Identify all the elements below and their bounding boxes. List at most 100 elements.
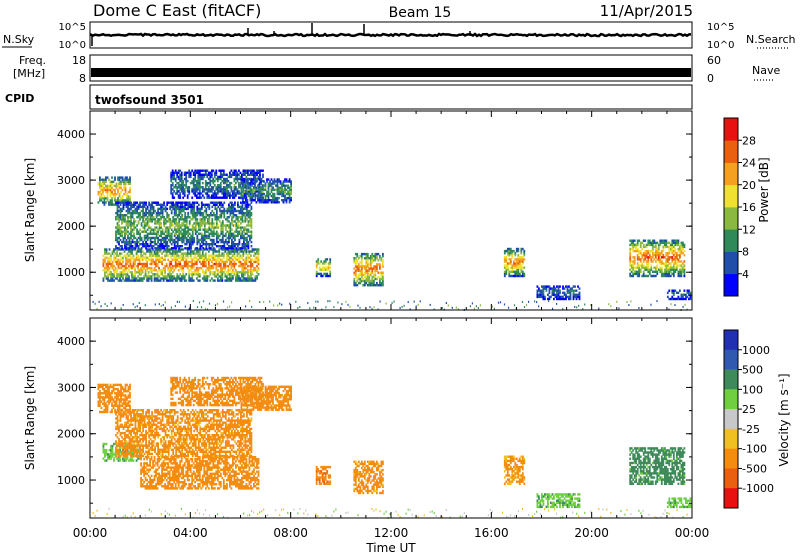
echo-cell [675, 239, 678, 242]
echo-cell [112, 188, 115, 192]
scatter-point [249, 299, 251, 302]
echo-cell [665, 258, 668, 261]
scatter-point [513, 304, 516, 307]
echo-cell [290, 192, 292, 196]
echo-cell [240, 196, 243, 200]
echo-cell [207, 190, 210, 193]
echo-cell [175, 207, 178, 211]
echo-cell [211, 220, 214, 223]
echo-cell [366, 271, 369, 274]
echo-cell [111, 201, 113, 204]
echo-cell [203, 234, 206, 238]
echo-cell [193, 201, 196, 204]
echo-cell [559, 285, 561, 288]
echo-cell [210, 264, 213, 268]
freq-tick-top: 18 [72, 54, 86, 67]
echo-cell [155, 247, 158, 250]
echo-cell [156, 264, 159, 268]
echo-cell [203, 228, 206, 231]
scatter-point [122, 304, 124, 306]
echo-cell [206, 169, 209, 172]
echo-cell [148, 214, 150, 217]
echo-cell [108, 266, 111, 270]
echo-cell [162, 266, 165, 270]
echo-cell [354, 269, 357, 272]
echo-cell [166, 234, 169, 238]
echo-cell [220, 203, 223, 206]
echo-cell [669, 268, 672, 271]
echo-cell [662, 239, 665, 242]
echo-cell [155, 273, 157, 276]
echo-cell [121, 245, 123, 248]
freq-tick-bottom: 8 [79, 72, 86, 85]
echo-cell [143, 238, 146, 242]
echo-cell [221, 240, 224, 244]
echo-cell [118, 240, 120, 244]
echo-cell [134, 269, 136, 272]
echo-cell [329, 260, 332, 263]
echo-cell [121, 247, 123, 250]
echo-cell [103, 197, 106, 200]
echo-cell [267, 194, 270, 198]
scatter-point [650, 303, 652, 306]
echo-cell [216, 256, 219, 259]
echo-cell [185, 240, 188, 244]
echo-cell [517, 249, 520, 253]
echo-cell [523, 272, 526, 276]
echo-cell [240, 211, 242, 215]
echo-cell [155, 277, 157, 280]
echo-cell [255, 186, 258, 189]
echo-cell [517, 268, 520, 271]
scatter-point [455, 306, 457, 309]
echo-cell [257, 175, 260, 179]
echo-cell [647, 260, 650, 263]
echo-cell [374, 255, 377, 258]
echo-cell [126, 252, 129, 255]
echo-cell [633, 272, 636, 276]
echo-cell [102, 398, 104, 401]
echo-cell [363, 281, 366, 285]
echo-cell [250, 218, 253, 221]
echo-cell [123, 390, 125, 393]
echo-cell [108, 396, 110, 399]
echo-cell [215, 220, 218, 223]
echo-cell [175, 205, 178, 209]
echo-cell [669, 274, 672, 278]
nave-label: Nave [752, 64, 780, 77]
echo-cell [158, 254, 160, 257]
echo-cell [126, 273, 129, 276]
echo-cell [374, 269, 377, 272]
echo-cell [99, 396, 101, 399]
echo-cell [553, 297, 555, 301]
echo-cell [660, 239, 663, 242]
echo-cell [133, 203, 135, 206]
echo-cell [205, 211, 208, 215]
echo-cell [159, 258, 162, 261]
echo-cell [520, 247, 523, 251]
echo-cell [218, 279, 221, 282]
echo-region [536, 285, 581, 301]
echo-cell [242, 186, 244, 189]
echo-cell [317, 258, 320, 261]
echo-cell [200, 205, 203, 209]
echo-cell [135, 258, 138, 261]
echo-cell [638, 256, 641, 259]
echo-cell [164, 240, 167, 244]
echo-cell [170, 236, 173, 240]
echo-cell [578, 291, 581, 294]
scatter-point [576, 306, 578, 309]
echo-cell [152, 248, 154, 251]
echo-cell [191, 205, 194, 209]
echo-cell [636, 243, 639, 247]
echo-cell [145, 211, 147, 215]
echo-cell [209, 211, 212, 215]
echo-cell [262, 173, 264, 176]
scatter-point [371, 307, 373, 310]
echo-cell [149, 203, 152, 206]
echo-cell [503, 258, 506, 261]
echo-cell [183, 264, 186, 268]
echo-cell [150, 269, 153, 272]
echo-cell [103, 186, 106, 190]
echo-cell [379, 267, 381, 270]
echo-cell [203, 262, 206, 266]
